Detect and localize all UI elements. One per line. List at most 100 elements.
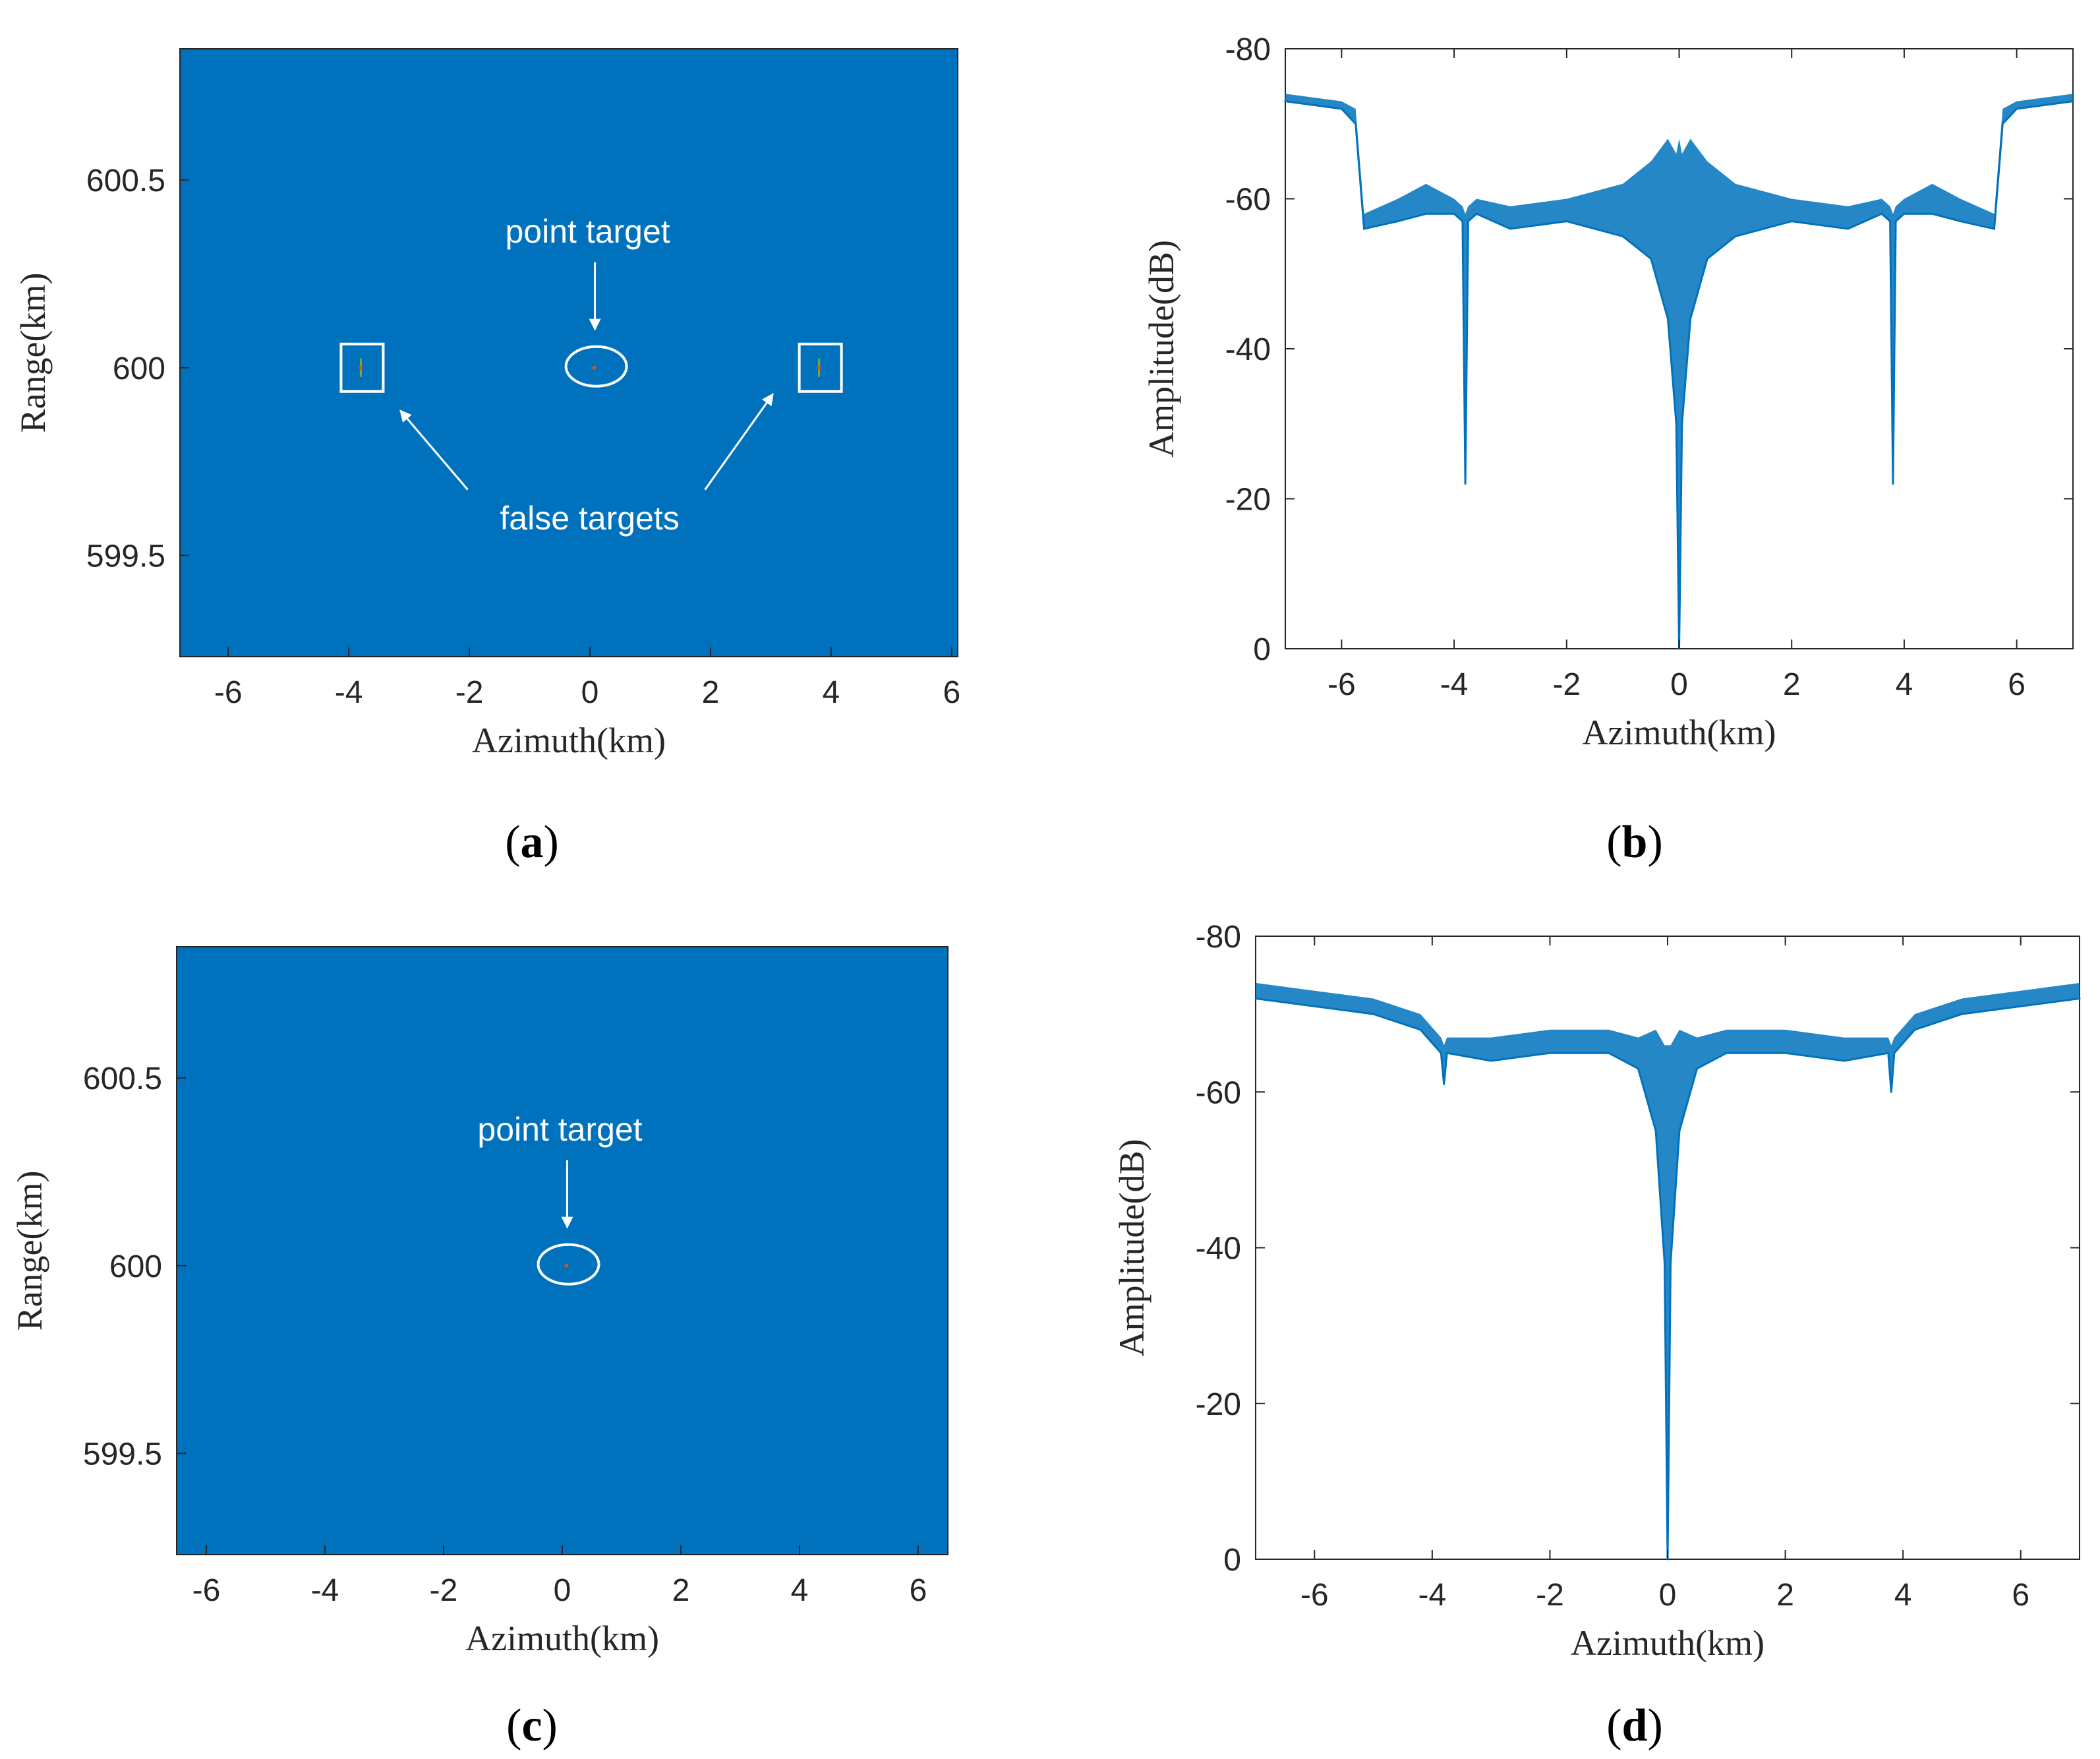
x-tick-label: 2 [1776,1578,1794,1613]
panel-label-c: (c) [506,1700,558,1751]
panel-c: -6 -4 -2 0 2 4 6 599.5 600 600.5 Azimuth(km) Range(… [10,946,948,1658]
data-point [1637,1067,1639,1070]
data-point [1725,1052,1728,1054]
data-point [1363,227,1365,230]
x-axis-label: Azimuth(km) [465,1619,659,1658]
data-point [2078,998,2081,999]
data-point [1443,1083,1445,1085]
data-point [1903,212,1906,215]
point-target-annotation: point target [506,213,670,250]
panel-label-a: (a) [505,817,559,868]
x-tick-label: 6 [2012,1578,2029,1613]
data-point [1666,318,1669,320]
data-point [1960,1013,1963,1015]
y-axis-label: Amplitude(dB) [1112,1139,1152,1357]
data-point [1669,1262,1672,1265]
amplitude-series-line [1285,100,2073,649]
data-point [1461,220,1464,223]
y-tick-label: -60 [1225,183,1271,218]
data-point [1881,212,1883,215]
data-point [1689,318,1692,320]
false-target-box [339,342,385,393]
y-tick-label: -80 [1225,32,1271,67]
false-target-box [798,342,843,393]
data-point [1959,220,1962,223]
data-point [1464,483,1467,485]
data-point [1913,1029,1916,1031]
data-point [1993,227,1995,230]
amplitude-noise-band [1256,982,2080,1559]
x-tick-label: 0 [554,1573,571,1608]
y-tick-label: 600.5 [86,164,165,198]
data-point [2001,123,2004,125]
y-axis-label: Range(km) [13,273,53,433]
point-target-ellipse [564,345,628,388]
y-tick-label: -40 [1196,1232,1241,1267]
false-target-arrow-left [399,409,469,491]
data-point [1887,1052,1890,1054]
y-tick-label: 600.5 [83,1061,162,1096]
x-tick-label: -4 [335,675,363,710]
data-point [1678,1129,1681,1132]
panel-label-d: (d) [1606,1700,1663,1751]
x-tick-label: 2 [702,675,720,710]
y-axis-label: Range(km) [10,1171,49,1331]
point-target-dot [592,365,597,370]
x-tick-label: 2 [672,1573,690,1608]
false-target-dot [359,365,363,370]
data-point [1453,212,1455,215]
data-point [1355,123,1357,125]
y-tick-label: -20 [1225,483,1271,518]
x-tick-label: -6 [192,1573,221,1608]
data-point [1372,1013,1375,1015]
x-tick-label: -4 [1418,1578,1447,1613]
data-point [1313,1005,1316,1007]
data-point [1931,212,1934,215]
x-tick-label: 0 [581,675,599,710]
amplitude-noise-band [1285,94,2073,649]
panel-label-b: (b) [1606,817,1663,868]
point-target-dot [564,1263,569,1268]
data-point [1475,212,1478,215]
data-point [1397,220,1399,223]
data-point [1675,423,1677,425]
y-tick-label: -40 [1225,332,1271,367]
x-tick-label: -2 [1536,1578,1564,1613]
data-point [1424,212,1427,215]
data-point [1696,1067,1699,1070]
data-point [1565,220,1568,223]
data-point [1843,1059,1846,1062]
data-point [1681,423,1683,425]
x-axis-label: Azimuth(km) [1583,713,1776,752]
panel-b: -6 -4 -2 0 2 4 60-20-40-60-80Azimuth(km)Amplit… [1142,32,2074,752]
data-point [1894,220,1897,223]
data-point [1548,1052,1551,1054]
false-targets-annotation: false targets [500,500,679,537]
x-tick-label: -6 [1327,667,1356,702]
point-target-ellipse [537,1243,600,1286]
x-tick-label: -2 [455,675,484,710]
x-tick-label: -6 [1300,1578,1329,1613]
y-tick-label: 600 [109,1249,162,1284]
y-tick-label: 0 [1253,632,1271,667]
data-point [1490,1059,1492,1062]
data-point [1889,220,1892,223]
data-point [1734,235,1737,237]
x-tick-label: -4 [311,1573,339,1608]
point-target-annotation: point target [477,1111,642,1148]
y-tick-label: 600 [113,351,165,386]
data-point [1706,258,1708,260]
x-tick-label: 2 [1783,667,1801,702]
x-tick-label: 0 [1670,667,1688,702]
x-tick-label: 4 [823,675,840,710]
x-tick-label: 6 [910,1573,927,1608]
data-point [1847,227,1850,230]
x-tick-label: 4 [1896,667,1913,702]
sar-image-background [176,946,948,1555]
data-point [2020,1005,2022,1007]
x-tick-label: -4 [1440,667,1469,702]
data-point [1445,1052,1448,1054]
data-point [1650,258,1652,260]
y-tick-label: 0 [1223,1543,1241,1578]
